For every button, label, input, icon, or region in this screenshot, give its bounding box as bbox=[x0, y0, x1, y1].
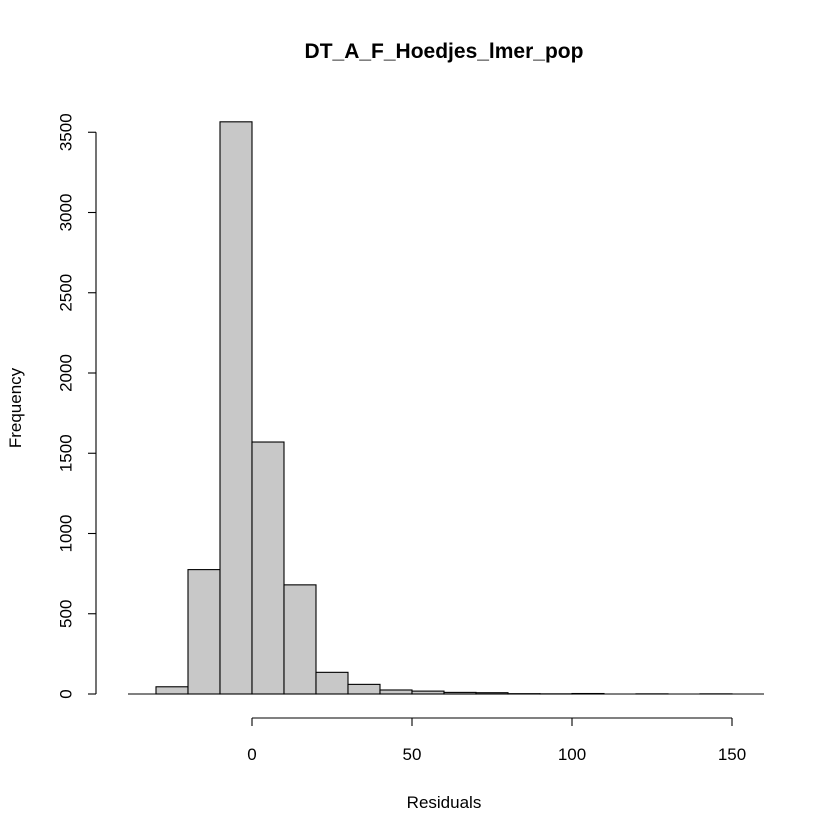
y-tick-label: 2500 bbox=[56, 274, 75, 312]
bars-group bbox=[155, 121, 733, 695]
histogram-bar bbox=[347, 683, 381, 695]
histogram-bar bbox=[283, 584, 317, 695]
chart-title: DT_A_F_Hoedjes_lmer_pop bbox=[305, 40, 584, 63]
y-tick-label: 3000 bbox=[56, 194, 75, 232]
y-axis: 0 500 1000 1500 2000 2500 3000 3500 bbox=[56, 113, 97, 699]
y-tick-label: 0 bbox=[56, 689, 75, 698]
y-axis-label: Frequency bbox=[6, 367, 25, 448]
x-tick-label: 150 bbox=[718, 745, 746, 764]
y-tick-label: 1000 bbox=[56, 515, 75, 553]
histogram-bar bbox=[155, 686, 189, 695]
histogram-bar bbox=[219, 121, 253, 695]
histogram-bar bbox=[315, 671, 349, 695]
y-tick-label: 2000 bbox=[56, 354, 75, 392]
x-tick-label: 50 bbox=[403, 745, 422, 764]
x-axis-label: Residuals bbox=[407, 793, 482, 812]
y-tick-label: 1500 bbox=[56, 434, 75, 472]
x-tick-label: 0 bbox=[247, 745, 256, 764]
histogram-bar bbox=[187, 569, 221, 695]
x-tick-label: 100 bbox=[558, 745, 586, 764]
y-tick-label: 500 bbox=[56, 600, 75, 628]
x-axis: 0 50 100 150 bbox=[247, 717, 746, 764]
histogram-bar bbox=[379, 689, 413, 695]
histogram-bar bbox=[251, 441, 285, 695]
y-tick-label: 3500 bbox=[56, 113, 75, 151]
